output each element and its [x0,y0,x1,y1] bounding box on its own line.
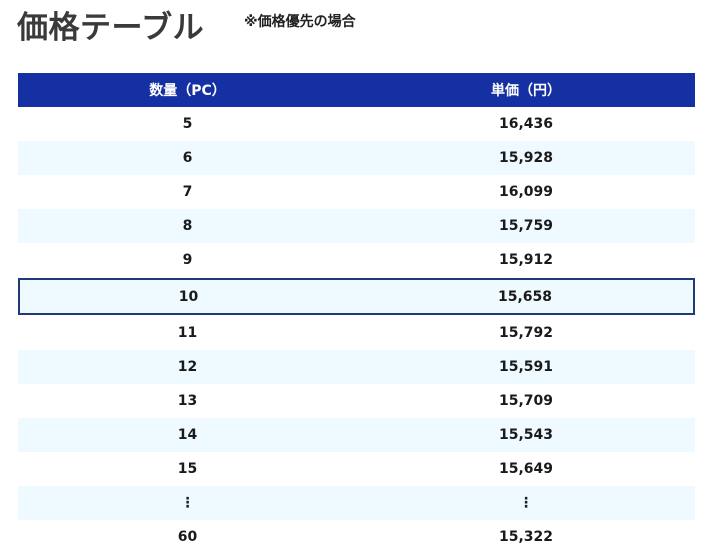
unit-price-cell: 15,658 [497,288,553,305]
quantity-cell: 13 [177,393,198,409]
table-row: 9 15,912 [18,243,695,277]
table-row: 5 16,436 [18,107,695,141]
vertical-ellipsis-icon: ⋮ [519,495,533,511]
highlighted-table-row: 10 15,658 [18,278,695,315]
table-row: 14 15,543 [18,418,695,452]
quantity-cell: 5 [182,116,193,132]
page-title: 価格テーブル [17,10,205,46]
table-row: 11 15,792 [18,316,695,350]
table-row: 13 15,709 [18,384,695,418]
price-priority-note: ※価格優先の場合 [244,14,356,30]
table-header: 数量（PC） 単価（円） [18,73,695,107]
quantity-cell: 9 [182,252,193,268]
table-row: 60 15,322 [18,520,695,554]
unit-price-cell: 15,322 [498,529,554,545]
unit-price-cell: 16,436 [498,116,554,132]
quantity-cell: 15 [177,461,198,477]
quantity-cell: 7 [182,184,193,200]
unit-price-cell: 15,928 [498,150,554,166]
unit-price-cell: 16,099 [498,184,554,200]
unit-price-cell: 15,759 [498,218,554,234]
table-row: 7 16,099 [18,175,695,209]
vertical-ellipsis-icon: ⋮ [180,495,195,511]
quantity-cell: 6 [182,150,193,166]
unit-price-cell: 15,709 [498,393,554,409]
unit-price-cell: 15,792 [498,325,554,341]
column-header-unit-price: 単価（円） [491,83,561,99]
quantity-cell: 8 [182,218,193,234]
table-row: 8 15,759 [18,209,695,243]
unit-price-cell: 15,543 [498,427,554,443]
quantity-cell: 11 [177,325,198,341]
table-row: 6 15,928 [18,141,695,175]
quantity-cell: 14 [177,427,198,443]
table-row: 15 15,649 [18,452,695,486]
quantity-cell: 60 [177,529,198,545]
ellipsis-row: ⋮ ⋮ [18,486,695,520]
table-row: 12 15,591 [18,350,695,384]
unit-price-cell: 15,649 [498,461,554,477]
quantity-cell: 12 [177,359,198,375]
price-table: 数量（PC） 単価（円） 5 16,436 6 15,928 7 16,099 … [18,73,695,554]
quantity-cell: 10 [178,288,199,305]
unit-price-cell: 15,591 [498,359,554,375]
column-header-quantity: 数量（PC） [149,83,226,99]
unit-price-cell: 15,912 [498,252,554,268]
